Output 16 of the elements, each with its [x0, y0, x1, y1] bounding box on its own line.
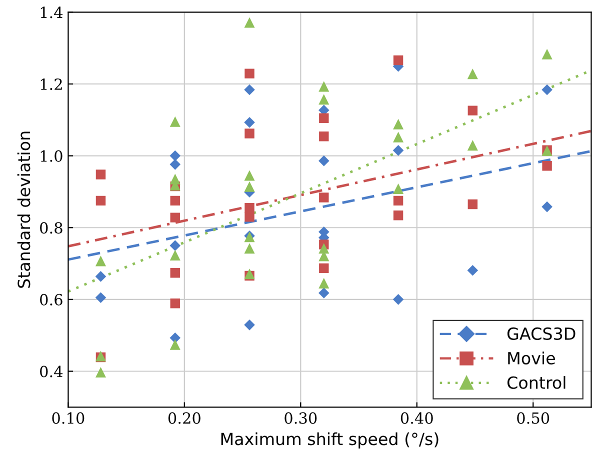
x-tick-label: 0.50 — [517, 412, 550, 424]
x-tick-label: 0.10 — [52, 412, 84, 424]
y-tick-label: 0.6 — [40, 294, 62, 306]
x-tick-label: 0.40 — [400, 412, 433, 424]
y-axis-title: Standard deviation — [17, 132, 30, 288]
y-tick-label: 1.2 — [40, 78, 62, 90]
y-tick-label: 0.4 — [40, 366, 63, 378]
legend-label: Control — [507, 376, 566, 389]
y-tick-label: 1.4 — [40, 6, 63, 18]
x-tick-label: 0.30 — [284, 412, 317, 424]
x-axis-title: Maximum shift speed (°/s) — [221, 432, 438, 448]
legend-label: Movie — [508, 352, 555, 364]
x-tick-label: 0.20 — [168, 412, 200, 424]
legend-label: GACS3D — [507, 327, 576, 340]
y-tick-label: 0.8 — [40, 222, 62, 234]
y-tick-label: 1.0 — [40, 150, 62, 162]
